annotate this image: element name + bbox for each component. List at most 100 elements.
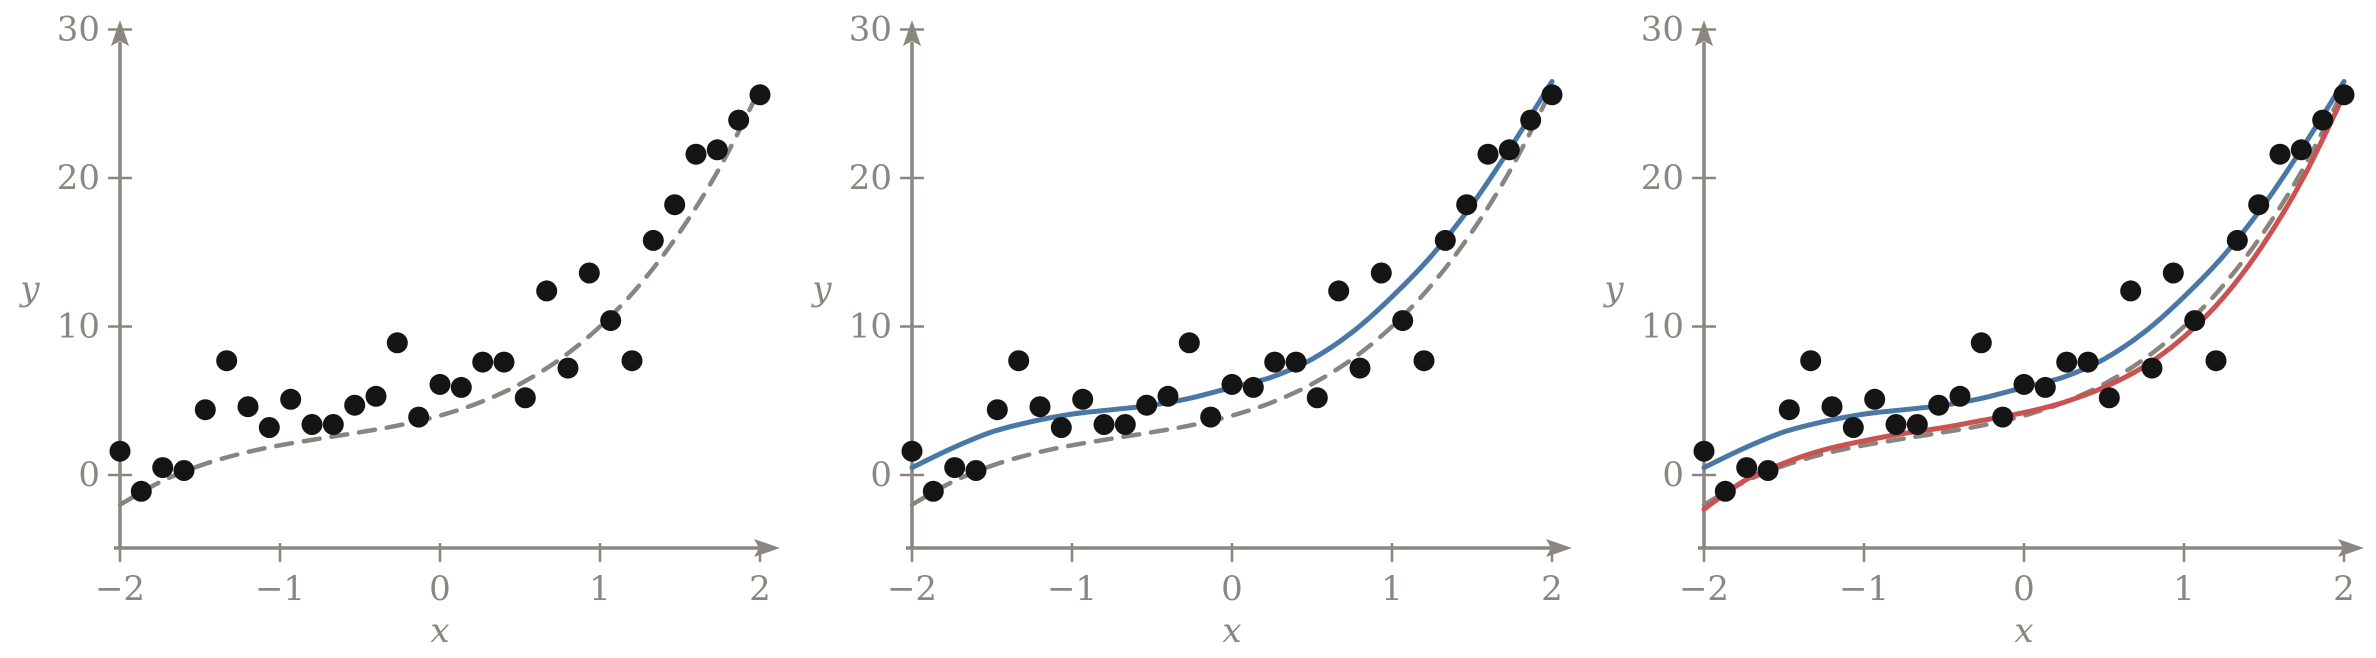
data-point [301, 414, 323, 435]
y-tick-label: 20 [1641, 158, 1684, 198]
data-point [1178, 332, 1200, 354]
data-point [408, 406, 430, 428]
data-point [1093, 414, 1115, 435]
data-point [536, 280, 558, 302]
data-point [2098, 387, 2120, 409]
data-point [1864, 388, 1886, 410]
y-tick-label: 10 [849, 307, 892, 347]
data-point [728, 109, 750, 131]
curve-fitted-model-blue [909, 79, 1555, 471]
data-point [493, 351, 515, 373]
y-axis-label: y [1602, 269, 1624, 309]
data-point [130, 480, 152, 502]
data-point [1136, 394, 1158, 416]
data-point [514, 387, 536, 409]
x-axis-label: x [2014, 611, 2033, 651]
x-axis-label: x [1222, 611, 1241, 651]
data-point [1434, 229, 1456, 251]
y-tick-label: 20 [57, 158, 100, 198]
data-point [621, 350, 643, 372]
y-tick-label: 20 [849, 158, 892, 198]
data-point [2333, 84, 2355, 106]
data-point [1757, 460, 1779, 481]
data-point [986, 399, 1008, 421]
data-point [1306, 387, 1328, 409]
data-point [1008, 350, 1030, 372]
data-point [280, 388, 302, 410]
data-point [664, 194, 686, 216]
data-point [194, 399, 216, 421]
data-point [1928, 394, 1950, 416]
x-axis-label: x [430, 611, 449, 651]
data-point [1370, 262, 1392, 284]
panel-data-with-blue-and-red-fits: −2 −1 0 1 2 0 10 20 30 x y [1584, 0, 2376, 658]
x-tick-label: 2 [749, 569, 771, 609]
y-axis-arrowhead-icon [1695, 20, 1713, 46]
data-point [2013, 373, 2035, 395]
data-point [2205, 350, 2227, 372]
data-point [152, 457, 174, 479]
data-point [1114, 414, 1136, 435]
panel-data-with-true-curve: −2 −1 0 1 2 0 10 20 30 x y [0, 0, 792, 658]
x-tick-label: 0 [429, 569, 451, 609]
data-point [685, 143, 707, 165]
data-point [600, 310, 622, 332]
curve-fitted-model-red [1701, 92, 2347, 512]
data-point [1949, 385, 1971, 407]
x-tick-label: 0 [1221, 569, 1243, 609]
data-point [2226, 229, 2248, 251]
data-point [1992, 406, 2014, 428]
data-point [749, 84, 771, 106]
data-point [1714, 480, 1736, 502]
data-point [1264, 351, 1286, 373]
y-axis-label: y [18, 269, 40, 309]
y-tick-label: 30 [57, 10, 100, 50]
data-point [2162, 262, 2184, 284]
data-point [429, 373, 451, 395]
data-point [173, 460, 195, 481]
x-tick-label: 1 [1381, 569, 1403, 609]
data-point [472, 351, 494, 373]
data-point [322, 414, 344, 435]
data-point [1906, 414, 1928, 435]
data-point [2077, 351, 2099, 373]
data-point [1477, 143, 1499, 165]
data-point [2248, 194, 2270, 216]
data-point [365, 385, 387, 407]
data-point [1392, 310, 1414, 332]
scatter-points [1693, 84, 2355, 502]
y-tick-label: 30 [849, 10, 892, 50]
data-point [450, 376, 472, 398]
x-tick-label: 2 [1541, 569, 1563, 609]
data-point [944, 457, 966, 479]
x-tick-label: −2 [95, 569, 145, 609]
data-point [237, 396, 259, 418]
data-point [1050, 417, 1072, 438]
data-point [1328, 280, 1350, 302]
data-point [344, 394, 366, 416]
y-tick-label: 10 [57, 307, 100, 347]
panel-data-with-blue-fit: −2 −1 0 1 2 0 10 20 30 x y [792, 0, 1584, 658]
data-point [1800, 350, 1822, 372]
data-point [1842, 417, 1864, 438]
x-tick-label: 1 [2173, 569, 2195, 609]
data-point [1693, 440, 1715, 462]
x-tick-label: 0 [2013, 569, 2035, 609]
data-point [1242, 376, 1264, 398]
data-point [1498, 139, 1520, 161]
data-point [1778, 399, 1800, 421]
data-point [216, 350, 238, 372]
data-point [706, 139, 728, 161]
data-point [1736, 457, 1758, 479]
data-point [642, 229, 664, 251]
scatter-points [109, 84, 771, 502]
x-tick-label: −1 [1047, 569, 1097, 609]
data-point [1821, 396, 1843, 418]
data-point [1285, 351, 1307, 373]
scatter-points [901, 84, 1563, 502]
data-point [901, 440, 923, 462]
y-tick-label: 0 [78, 455, 100, 495]
